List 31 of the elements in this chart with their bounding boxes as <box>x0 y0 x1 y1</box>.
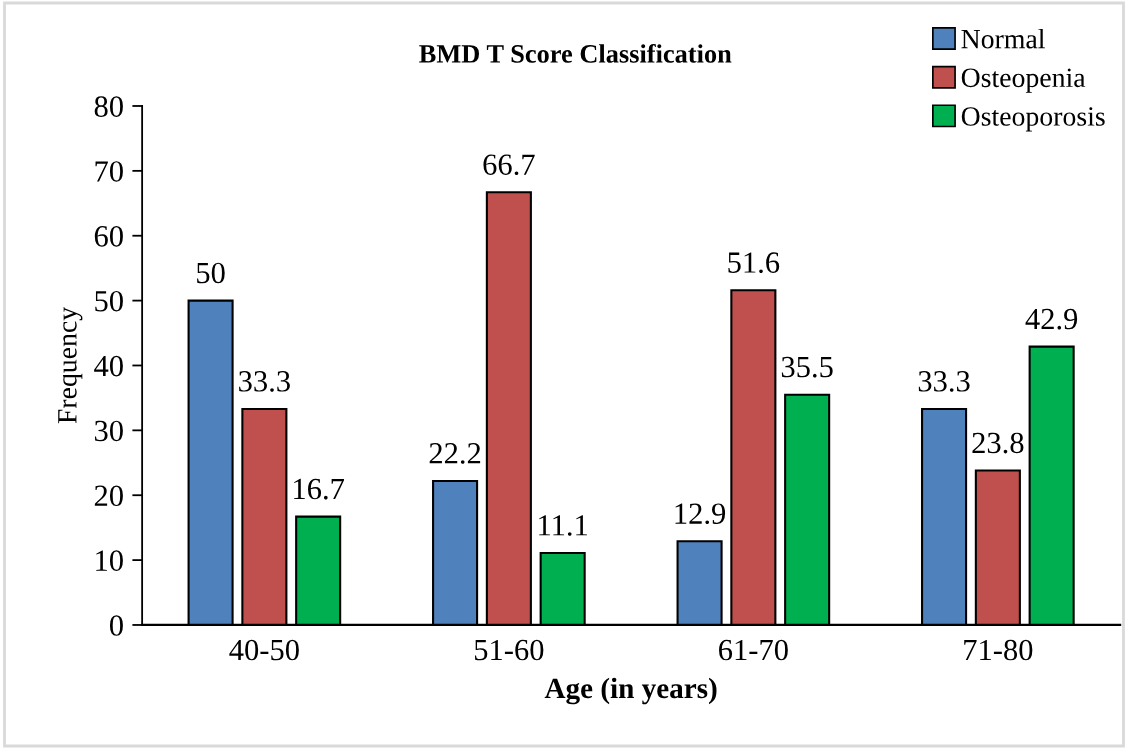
data-label: 51.6 <box>728 252 780 274</box>
y-tick-label: 30 <box>94 420 123 442</box>
data-label: 11.1 <box>539 515 587 536</box>
chart-title: BMD T Score Classification <box>419 43 732 63</box>
data-label: 33.3 <box>239 371 290 392</box>
data-label: 42.9 <box>1025 308 1078 330</box>
legend-label: Osteoporosis <box>961 107 1105 132</box>
y-tick-label: 50 <box>95 290 123 312</box>
data-label: 33.3 <box>918 371 970 392</box>
y-tick-label: 20 <box>94 485 123 507</box>
y-axis-title: Frequency <box>58 306 83 424</box>
x-tick-label: 61-70 <box>719 639 788 661</box>
y-tick-label: 10 <box>96 550 123 571</box>
data-label: 66.7 <box>483 154 535 176</box>
data-label: 16.7 <box>294 478 345 500</box>
x-axis-title: Age (in years) <box>544 677 717 705</box>
y-tick-label: 40 <box>94 355 123 377</box>
y-tick-label: 70 <box>95 161 123 182</box>
x-tick-label: 71-80 <box>964 639 1033 661</box>
data-label: 23.8 <box>972 432 1024 454</box>
y-tick-label: 60 <box>94 226 123 247</box>
data-label: 12.9 <box>675 503 726 525</box>
x-tick-label: 51-60 <box>475 639 544 661</box>
y-tick-label: 80 <box>94 96 123 117</box>
x-tick-label: 40-50 <box>229 639 299 661</box>
legend-label: Normal <box>961 28 1045 49</box>
data-label: 50 <box>197 262 225 284</box>
y-tick-label: 0 <box>109 615 123 636</box>
data-label: 35.5 <box>781 356 833 378</box>
data-label: 22.2 <box>429 443 481 464</box>
legend-label: Osteopenia <box>961 68 1086 93</box>
